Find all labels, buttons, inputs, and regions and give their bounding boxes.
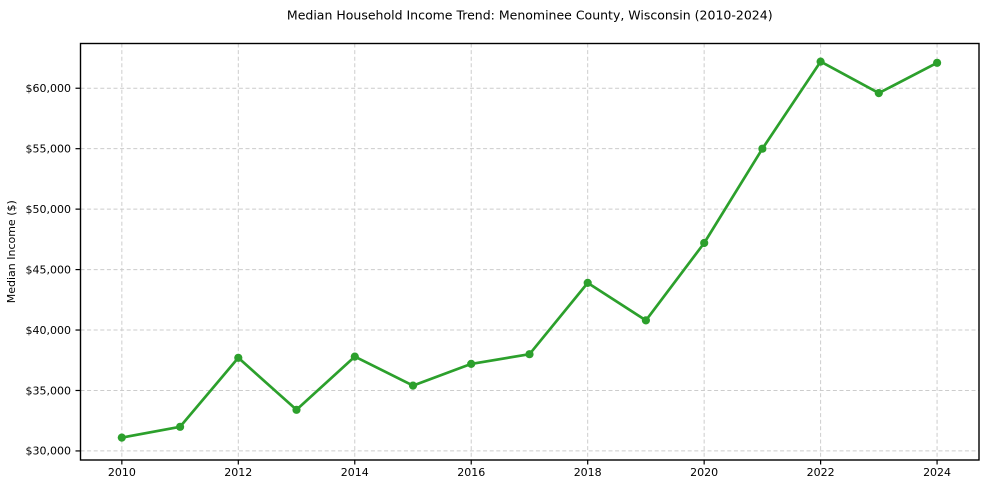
income-trend-line [120,60,939,439]
data-point-marker [117,433,126,442]
data-point-marker [408,381,418,390]
data-point-marker [525,350,534,359]
data-point-marker [350,352,359,361]
series-layer [117,57,942,442]
grid-layer [80,43,979,460]
data-point-marker [234,353,243,362]
plot-border [79,42,980,461]
data-point-marker [641,316,651,325]
y-tick-label: $55,000 [26,142,72,155]
data-point-marker [816,57,825,66]
y-tick-label: $40,000 [26,324,72,337]
y-tick-label: $50,000 [26,203,72,216]
x-tick-label: 2016 [457,466,485,479]
x-tick-label: 2022 [807,466,835,479]
x-tick-label: 2014 [341,466,369,479]
x-tick-label: 2020 [690,466,718,479]
data-point-marker [874,89,883,98]
chart-title: Median Household Income Trend: Menominee… [287,8,773,23]
x-tick-label: 2018 [574,466,602,479]
data-point-marker [700,238,709,248]
x-tick-label: 2024 [923,466,951,479]
axis-layer: $30,000 $35,000 $40,000 $45,000 $50,000 $55,0… [26,82,952,479]
y-tick-label: $45,000 [26,263,72,276]
y-axis-label: Median Income ($) [5,200,18,303]
data-point-marker [176,422,185,431]
x-tick-label: 2012 [224,466,252,479]
data-point-marker [292,405,301,414]
data-point-marker [758,144,767,153]
x-tick-label: 2010 [108,466,136,479]
data-point-marker [467,359,476,368]
y-tick-label: $30,000 [26,445,72,458]
data-point-marker [583,278,592,287]
data-point-marker [933,58,942,67]
y-tick-label: $35,000 [26,384,72,397]
y-tick-label: $60,000 [26,82,72,95]
